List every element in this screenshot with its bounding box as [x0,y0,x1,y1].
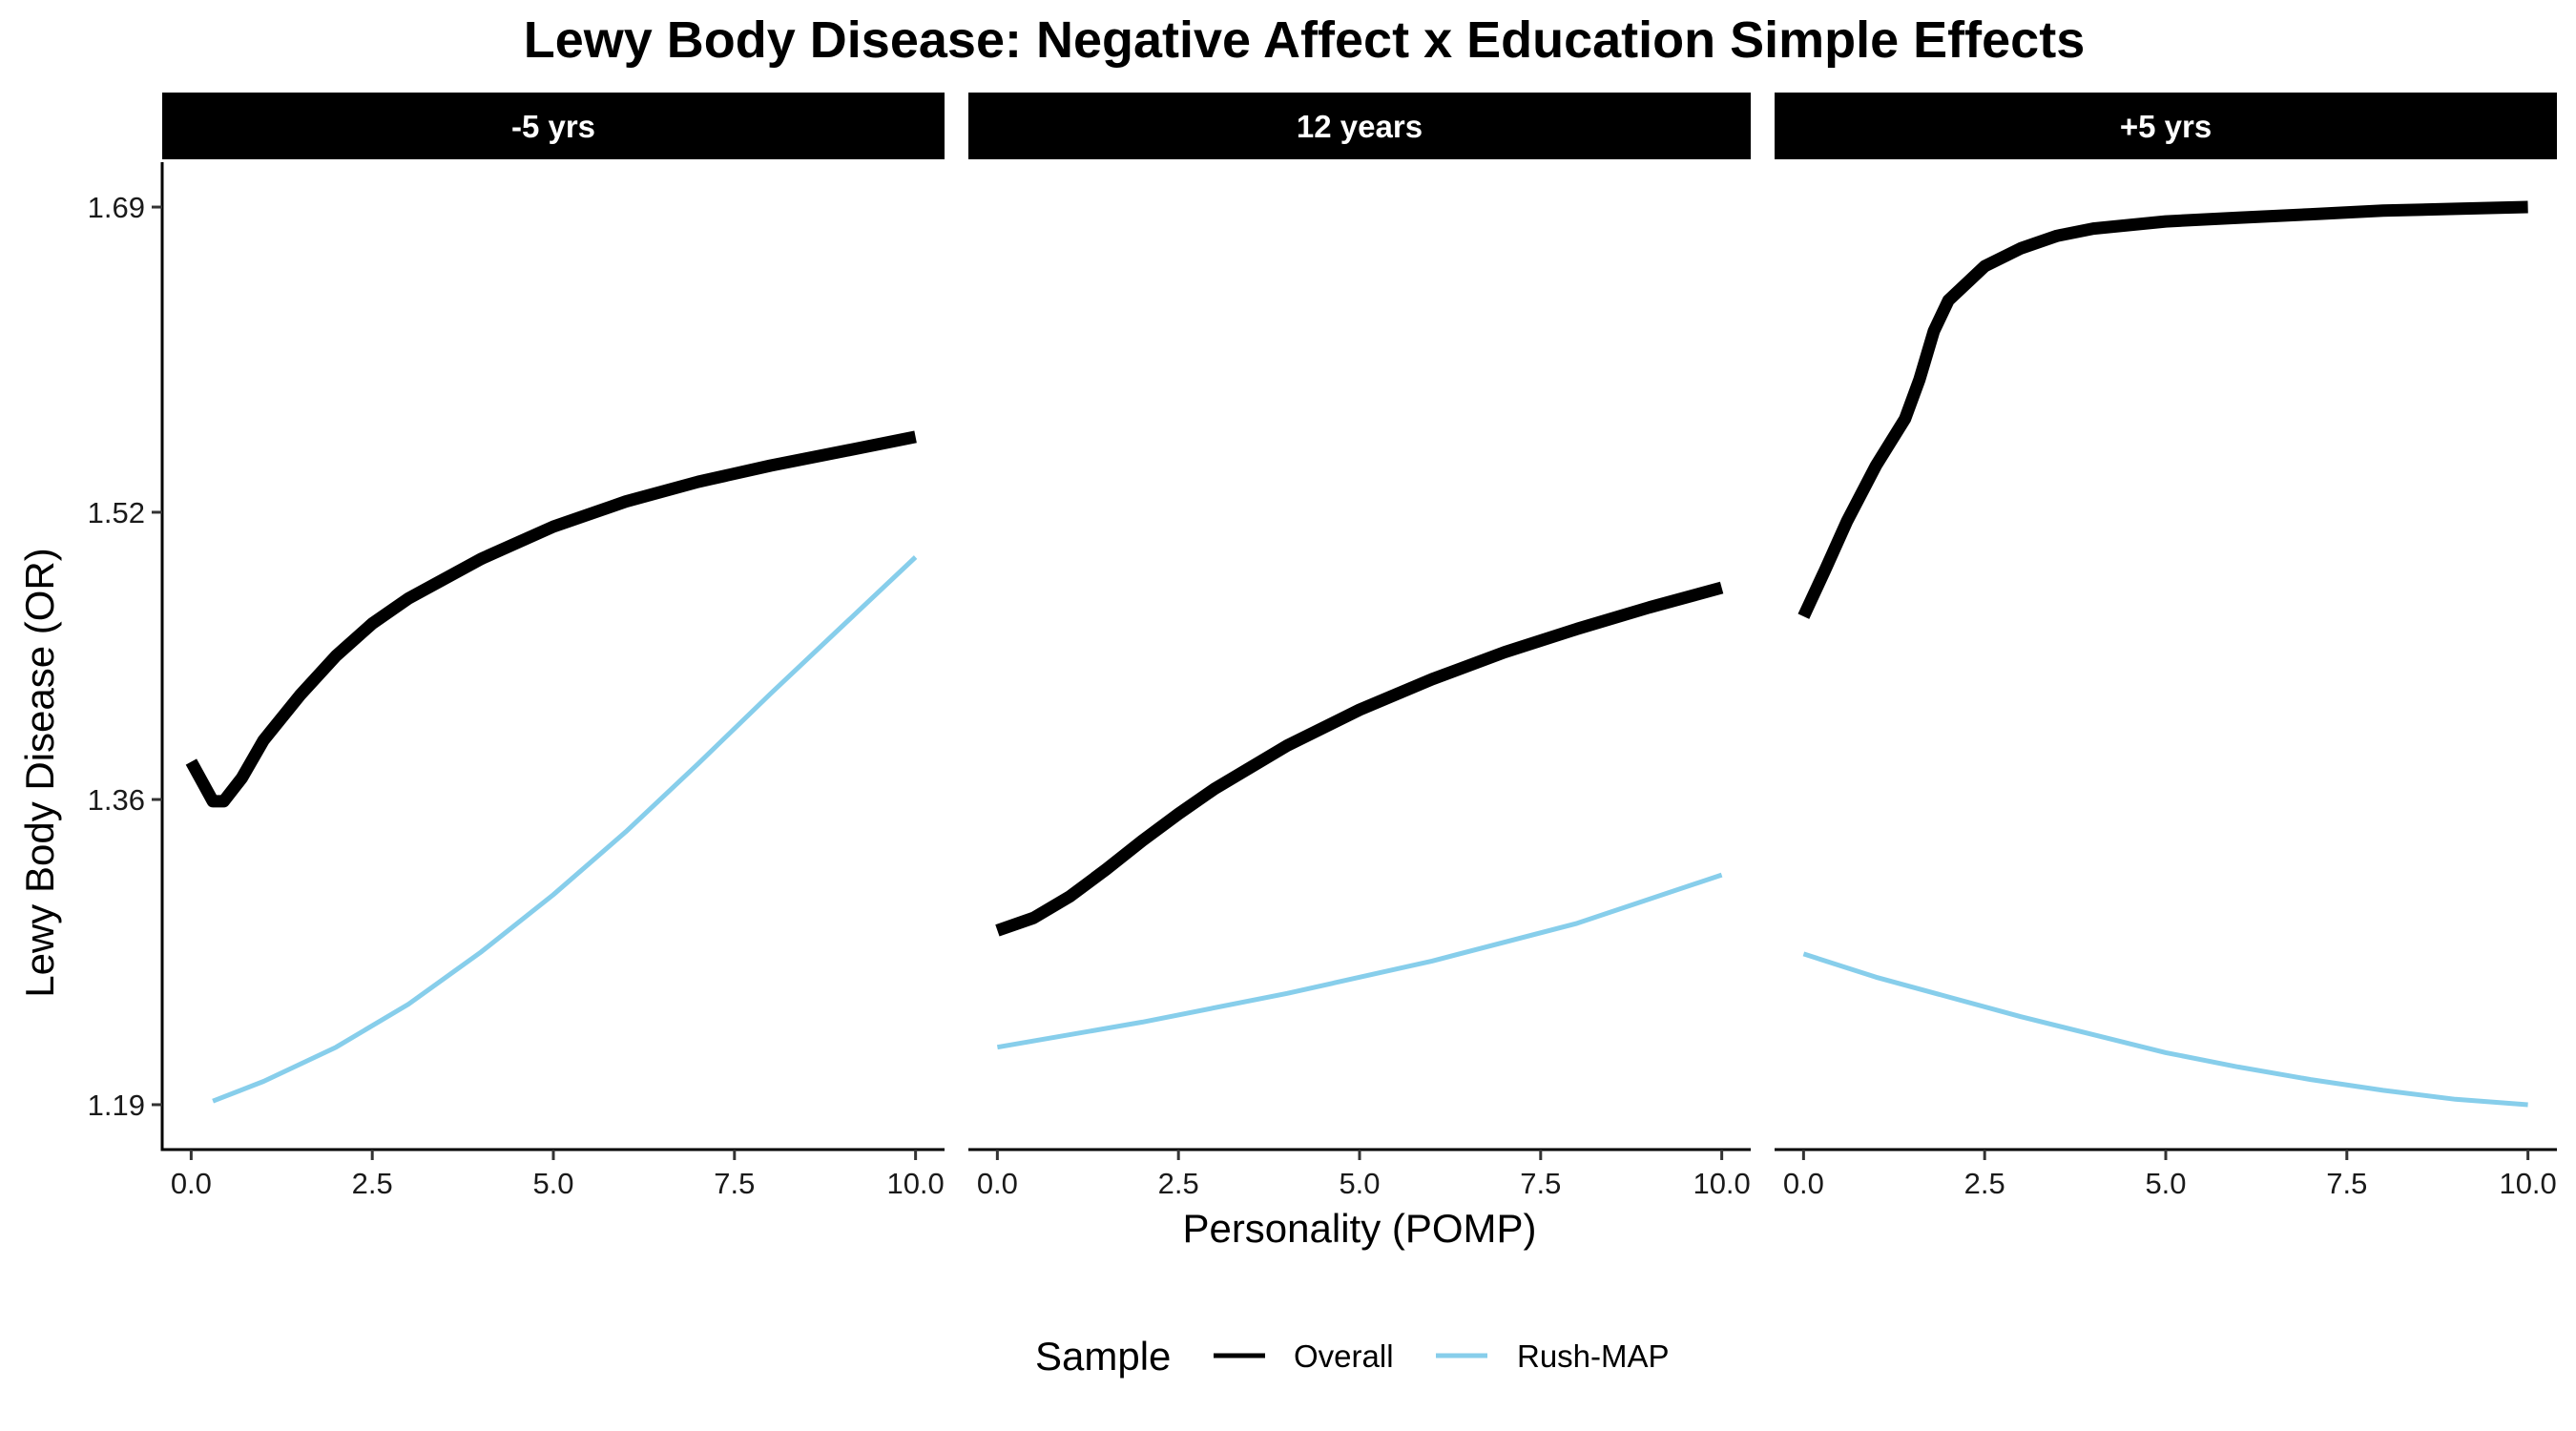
panel-1: -5 yrs 1.19 1.36 1.52 1.69 0.0 2.5 5.0 7.5 10.0 [88,93,945,1200]
strip-label: +5 yrs [2120,109,2212,144]
strip-background [162,93,945,159]
strip-label: 12 years [1297,109,1423,144]
x-tick-label: 7.5 [714,1167,755,1200]
x-tick-label: 7.5 [1520,1167,1561,1200]
series-line-overall [995,581,1724,937]
y-tick-label: 1.36 [88,783,145,817]
x-tick-label: 5.0 [2145,1167,2186,1200]
x-tick-label: 2.5 [1158,1167,1199,1200]
legend-label-overall: Overall [1294,1338,1394,1374]
x-tick-label: 0.0 [171,1167,212,1200]
x-tick-label: 2.5 [1964,1167,2005,1200]
legend-label-rush-map: Rush-MAP [1517,1338,1670,1374]
y-axis-title: Lewy Body Disease (OR) [17,548,62,998]
legend-title: Sample [1035,1334,1171,1379]
x-tick-label: 10.0 [1693,1167,1750,1200]
x-tick-label: 10.0 [886,1167,944,1200]
x-tick-label: 10.0 [2499,1167,2556,1200]
x-tick-label: 5.0 [1339,1167,1380,1200]
x-tick-label: 0.0 [977,1167,1018,1200]
chart-title: Lewy Body Disease: Negative Affect x Edu… [524,11,2085,69]
strip-background [1775,93,2557,159]
x-tick-label: 5.0 [532,1167,573,1200]
series-line-overall [185,430,917,808]
x-tick-label: 0.0 [1783,1167,1824,1200]
strip-label: -5 yrs [511,109,595,144]
x-axis-title: Personality (POMP) [1182,1206,1536,1251]
panel-2: 12 years 0.0 2.5 5.0 7.5 10.0 [968,93,1751,1200]
y-tick-label: 1.69 [88,191,145,224]
series-line-overall [1797,200,2528,619]
strip-background [968,93,1751,159]
series-line-rush-map [996,872,1723,1050]
panel-3: +5 yrs 0.0 2.5 5.0 7.5 10.0 [1775,93,2557,1200]
x-tick-label: 2.5 [352,1167,393,1200]
legend: Sample Overall Rush-MAP [1035,1334,1670,1379]
series-line-rush-map [212,555,918,1104]
y-tick-label: 1.19 [88,1089,145,1122]
y-tick-label: 1.52 [88,496,145,529]
series-line-rush-map [1802,951,2528,1108]
x-tick-label: 7.5 [2326,1167,2367,1200]
